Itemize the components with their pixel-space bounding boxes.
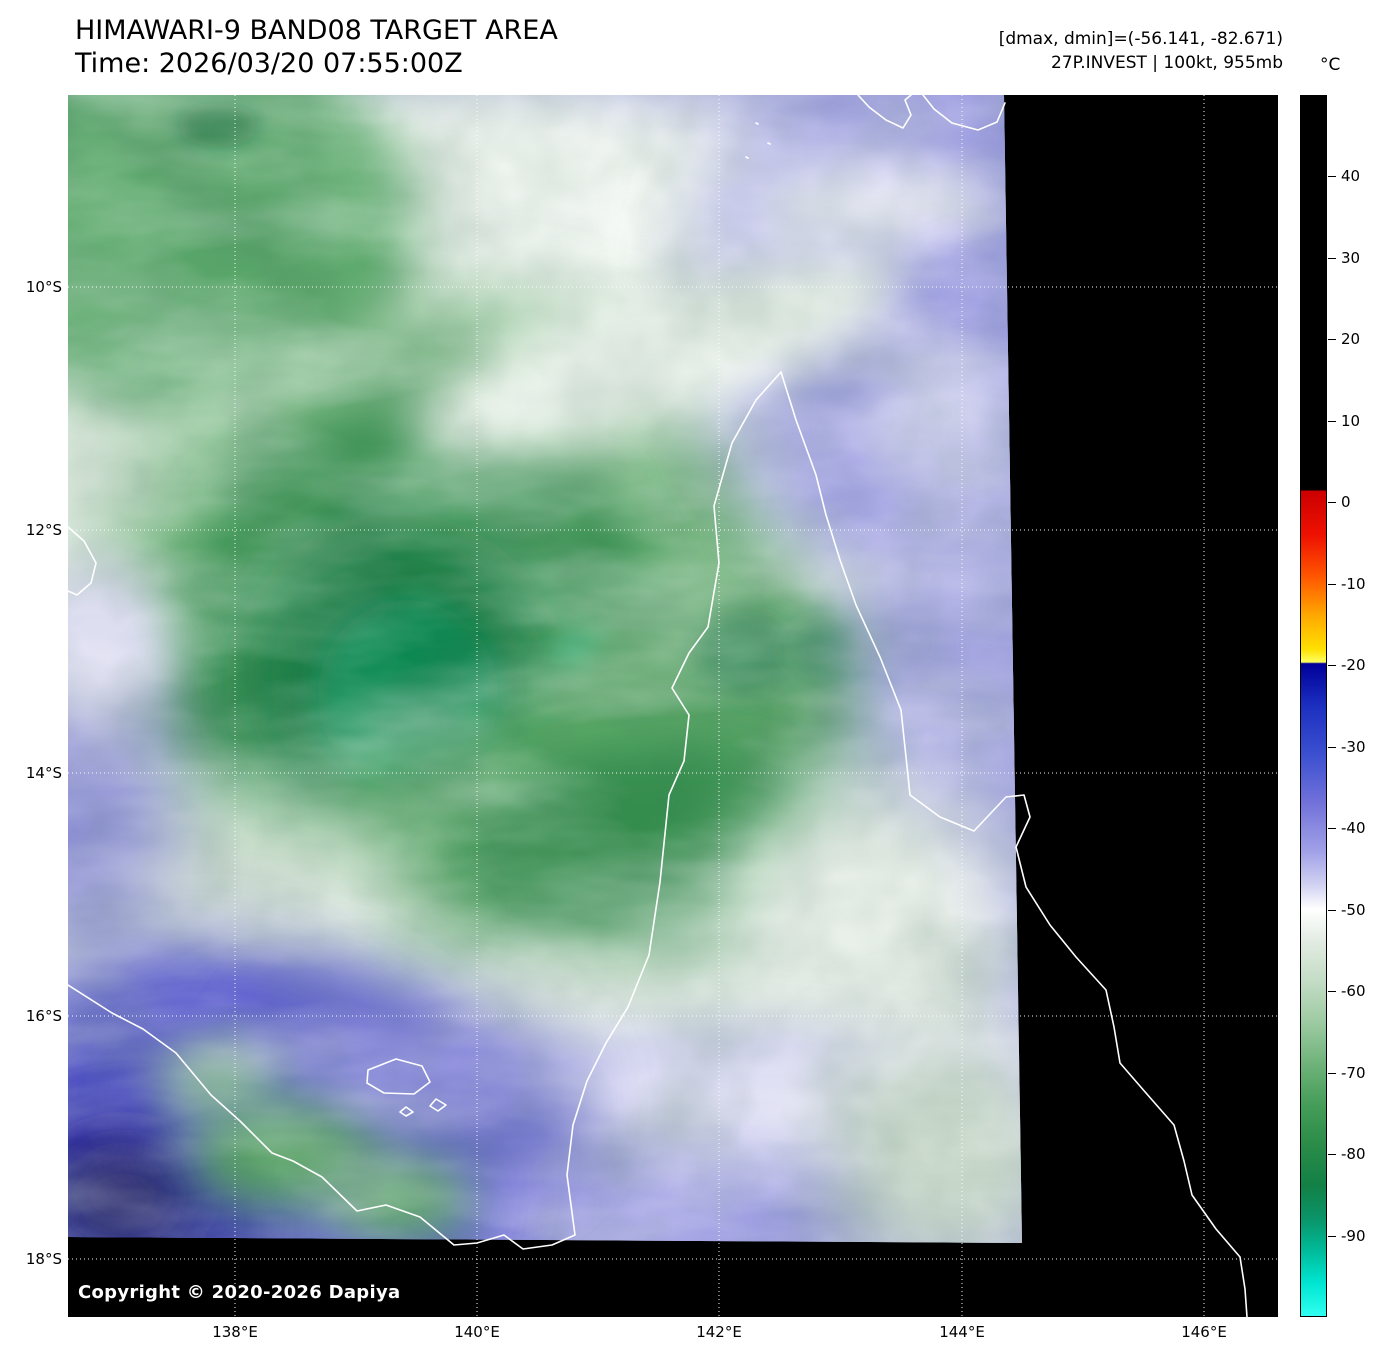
colorbar-tick — [1328, 1072, 1336, 1074]
grid-lines — [68, 95, 1278, 1317]
colorbar-tick-label: -50 — [1341, 900, 1366, 919]
satellite-map: Copyright © 2020-2026 Dapiya — [68, 95, 1278, 1317]
lat-label-18s: 18°S — [25, 1250, 62, 1268]
colorbar-tick — [1328, 991, 1336, 993]
colorbar-tick-label: -40 — [1341, 819, 1366, 838]
colorbar-gradient — [1301, 96, 1326, 1316]
lat-label-16s: 16°S — [25, 1007, 62, 1025]
brightness-temperature-field — [68, 95, 1022, 1243]
colorbar — [1300, 95, 1327, 1317]
colorbar-tick-label: -20 — [1341, 656, 1366, 675]
colorbar-tick-label: -10 — [1341, 574, 1366, 593]
lon-label-146e: 146°E — [1181, 1323, 1227, 1341]
product-title: HIMAWARI-9 BAND08 TARGET AREA — [75, 15, 558, 46]
colorbar-tick-label: 0 — [1341, 493, 1351, 512]
colorbar-tick-label: 40 — [1341, 167, 1361, 186]
colorbar-tick — [1328, 420, 1336, 422]
lon-label-140e: 140°E — [454, 1323, 500, 1341]
colorbar-tick — [1328, 1154, 1336, 1156]
colorbar-tick — [1328, 828, 1336, 830]
colorbar-tick-label: 20 — [1341, 330, 1361, 349]
lat-label-12s: 12°S — [25, 521, 62, 539]
colorbar-tick — [1328, 339, 1336, 341]
colorbar-tick-label: -30 — [1341, 737, 1366, 756]
colorbar-tick-label: -80 — [1341, 1145, 1366, 1164]
colorbar-tick — [1328, 502, 1336, 504]
coastline — [68, 95, 1248, 1317]
colorbar-tick-label: -70 — [1341, 1063, 1366, 1082]
lon-label-138e: 138°E — [212, 1323, 258, 1341]
header-right: [dmax, dmin]=(-56.141, -82.671) 27P.INVE… — [999, 27, 1283, 75]
product-time: Time: 2026/03/20 07:55:00Z — [75, 48, 463, 79]
colorbar-tick-label: -90 — [1341, 1226, 1366, 1245]
colorbar-tick — [1328, 583, 1336, 585]
satellite-image — [68, 95, 1278, 1317]
colorbar-tick — [1328, 176, 1336, 178]
colorbar-tick — [1328, 257, 1336, 259]
colorbar-unit-label: °C — [1320, 55, 1341, 75]
dmax-dmin-readout: [dmax, dmin]=(-56.141, -82.671) — [998, 29, 1283, 49]
lat-label-14s: 14°S — [25, 764, 62, 782]
colorbar-tick — [1328, 665, 1336, 667]
lon-label-144e: 144°E — [939, 1323, 985, 1341]
lon-label-142e: 142°E — [696, 1323, 742, 1341]
colorbar-tick — [1328, 909, 1336, 911]
title-block: HIMAWARI-9 BAND08 TARGET AREA Time: 2026… — [75, 14, 558, 80]
lat-label-10s: 10°S — [25, 278, 62, 296]
copyright-text: Copyright © 2020-2026 Dapiya — [78, 1282, 401, 1303]
colorbar-tick — [1328, 1235, 1336, 1237]
colorbar-tick-label: 10 — [1341, 411, 1361, 430]
colorbar-tick-label: -60 — [1341, 982, 1366, 1001]
colorbar-tick-label: 30 — [1341, 248, 1361, 267]
colorbar-tick — [1328, 746, 1336, 748]
storm-info: 27P.INVEST | 100kt, 955mb — [1050, 53, 1283, 73]
